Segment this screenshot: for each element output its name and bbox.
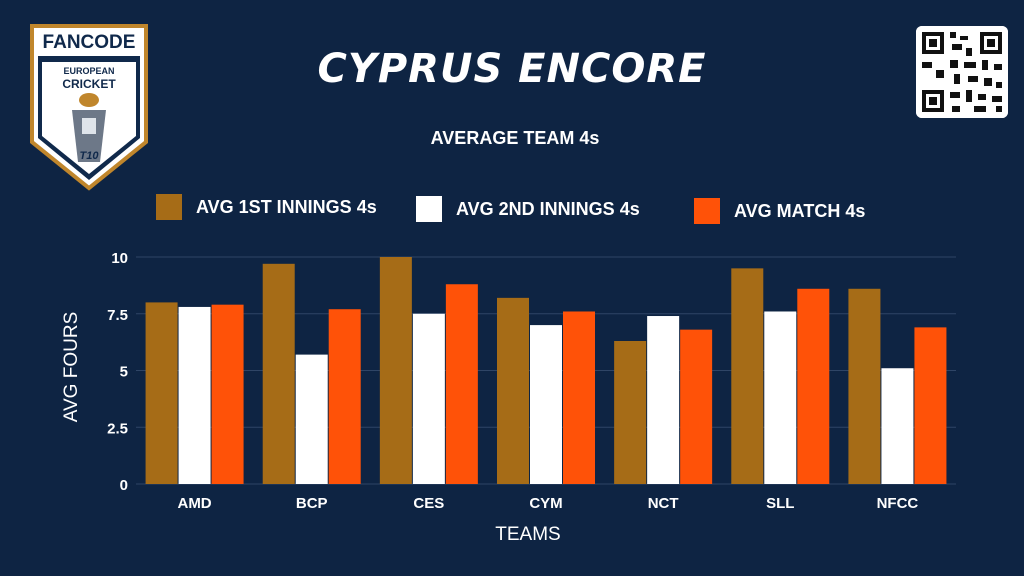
qr-code-icon	[916, 26, 1008, 118]
bar-amd-series-1	[145, 302, 178, 484]
bar-cym-series-1	[497, 297, 529, 484]
x-tick-label: CES	[413, 495, 444, 512]
bar-nct-series-1	[614, 340, 647, 484]
y-axis-title: AVG FOURS	[61, 312, 82, 423]
bar-nfcc-series-2	[881, 368, 914, 484]
x-tick-label: SLL	[766, 495, 794, 512]
bar-nct-series-2	[647, 316, 680, 484]
y-tick-label: 5	[120, 364, 128, 381]
bar-sll-series-1	[731, 268, 764, 484]
bar-bcp-series-3	[328, 309, 361, 484]
bar-ces-series-3	[445, 284, 478, 484]
bar-ces-series-2	[412, 313, 445, 484]
logo-line2-text: CRICKET	[62, 77, 116, 91]
bar-nfcc-series-1	[848, 288, 881, 484]
legend-label-match: AVG MATCH 4s	[734, 200, 866, 221]
x-tick-label: NFCC	[877, 495, 919, 512]
y-tick-label: 10	[111, 250, 128, 267]
bar-cym-series-3	[563, 311, 595, 484]
legend-label-1st-innings: AVG 1ST INNINGS 4s	[196, 196, 377, 217]
bar-bcp-series-2	[295, 354, 328, 484]
x-tick-label: AMD	[177, 495, 211, 512]
x-axis-title: TEAMS	[495, 524, 560, 545]
bar-nfcc-series-3	[914, 327, 947, 484]
bar-amd-series-2	[178, 306, 211, 484]
bar-nct-series-3	[680, 329, 713, 484]
x-tick-label: BCP	[296, 495, 328, 512]
bar-sll-series-2	[764, 311, 797, 484]
bar-cym-series-2	[530, 325, 562, 484]
bar-ces-series-1	[379, 257, 412, 484]
y-tick-label: 2.5	[107, 420, 128, 437]
x-tick-label: NCT	[648, 495, 679, 512]
bar-bcp-series-1	[262, 263, 295, 484]
logo-badge-text: T10	[80, 150, 100, 162]
fancode-european-cricket-logo: FANCODE EUROPEAN CRICKET T10	[30, 24, 148, 191]
chart-title: AVERAGE TEAM 4s	[430, 128, 600, 148]
legend-item-2nd-innings: AVG 2ND INNINGS 4s	[416, 196, 640, 222]
bar-sll-series-3	[797, 288, 830, 484]
legend-swatch-match	[694, 198, 720, 224]
legend-swatch-1st-innings	[156, 194, 182, 220]
legend-item-match: AVG MATCH 4s	[694, 198, 865, 224]
legend-item-1st-innings: AVG 1ST INNINGS 4s	[156, 194, 377, 220]
y-tick-label: 0	[120, 477, 128, 494]
page-title: CYPRUS ENCORE	[317, 46, 707, 92]
legend-label-2nd-innings: AVG 2ND INNINGS 4s	[456, 198, 640, 219]
legend-swatch-2nd-innings	[416, 196, 442, 222]
y-tick-label: 7.5	[107, 307, 128, 324]
bar-amd-series-3	[211, 304, 244, 484]
logo-line1-text: EUROPEAN	[63, 66, 114, 76]
x-tick-label: CYM	[529, 495, 562, 512]
logo-brand-text: FANCODE	[43, 32, 136, 53]
